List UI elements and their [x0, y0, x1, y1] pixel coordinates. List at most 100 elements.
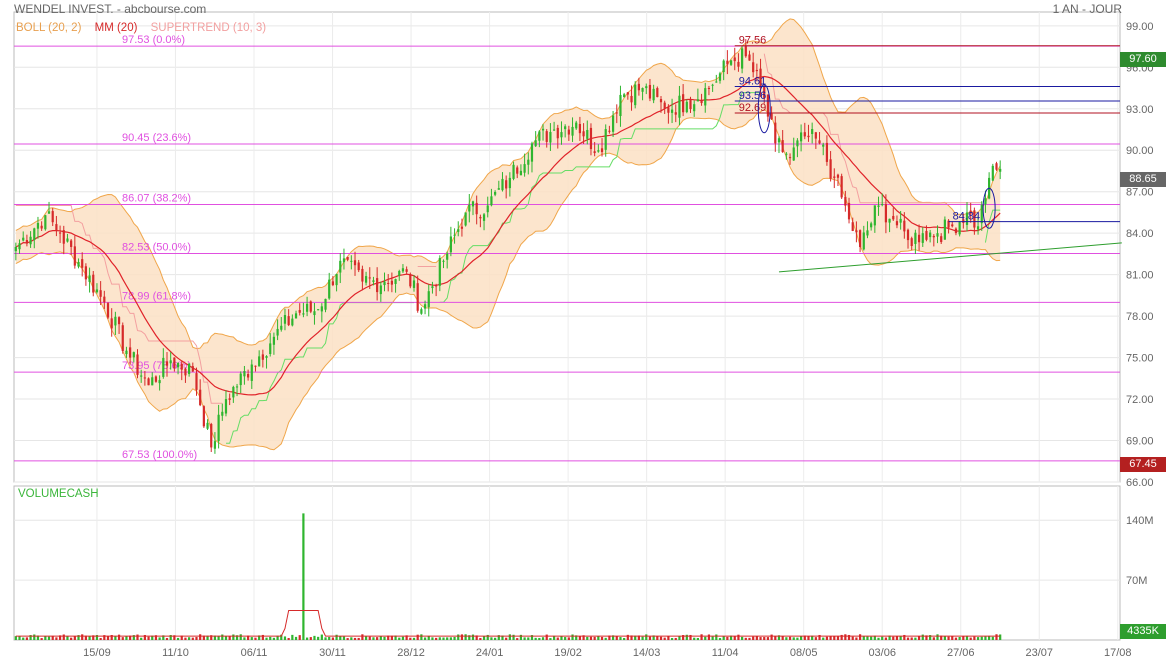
volume-bar [523, 637, 526, 640]
candle-body [423, 304, 427, 309]
volume-bar [549, 638, 552, 640]
candle-body [667, 107, 670, 113]
volume-bar [151, 635, 154, 640]
candle-body [678, 95, 681, 118]
candle-body [47, 211, 51, 214]
volume-bar [457, 634, 460, 640]
candle-body [788, 157, 792, 159]
candle-body [884, 204, 888, 223]
volume-bar [442, 637, 445, 640]
x-tick-label: 24/01 [476, 647, 504, 659]
candle-body [188, 363, 191, 374]
price-tick-label: 87.00 [1126, 187, 1154, 199]
volume-bar [755, 636, 758, 640]
candle-body [154, 376, 158, 382]
volume-bar [899, 635, 902, 640]
volume-bar [471, 634, 475, 640]
candle-body [232, 386, 235, 398]
candle-body [711, 84, 714, 86]
volume-bar [70, 637, 73, 640]
candle-body [398, 270, 401, 276]
x-tick-label: 30/11 [319, 647, 346, 659]
candle-body [552, 129, 556, 131]
volume-bar [287, 637, 290, 640]
volume-bar [932, 637, 935, 640]
volume-bar [47, 636, 51, 640]
volume-bar [833, 636, 836, 640]
candle-body [383, 281, 386, 286]
volume-bar [188, 637, 191, 640]
x-tick-label: 11/04 [712, 647, 739, 659]
candle-body [541, 128, 545, 131]
volume-bar [390, 635, 393, 640]
price-tag-last: 88.65 [1120, 172, 1166, 187]
candle-body [265, 356, 268, 358]
x-tick-label: 08/05 [790, 647, 818, 659]
candle-body [435, 285, 438, 287]
volume-bar [44, 636, 47, 640]
volume-bar [449, 637, 452, 640]
candle-body [66, 238, 69, 242]
candle-body [733, 57, 736, 62]
price-tick-label: 72.00 [1126, 394, 1154, 406]
candle-body [505, 180, 508, 189]
candle-body [630, 95, 633, 103]
volume-bar [494, 637, 497, 640]
volume-bar [398, 637, 401, 640]
candle-body [110, 318, 113, 329]
candle-body [210, 423, 213, 448]
candle-body [442, 260, 445, 262]
volume-bar [858, 634, 862, 640]
candle-body [575, 122, 578, 129]
legend-bollinger[interactable]: BOLL (20, 2) [16, 22, 82, 34]
supertrend-line-down [15, 205, 223, 404]
volume-bar [320, 634, 323, 640]
candle-body [645, 86, 648, 89]
candle-body [147, 378, 150, 386]
volume-bar [280, 634, 283, 640]
volume-bar [132, 635, 135, 640]
supertrend-line-up [984, 209, 1001, 243]
candle-body [213, 441, 217, 449]
legend-supertrend[interactable]: SUPERTREND (10, 3) [150, 22, 267, 34]
legend-moving-average[interactable]: MM (20) [94, 22, 138, 34]
candle-body [564, 126, 567, 130]
candle-body [840, 176, 843, 198]
candle-body [280, 325, 283, 330]
volume-bar [564, 637, 567, 640]
fibonacci-level-label: 86.07 (38.2%) [122, 193, 191, 205]
candle-body [777, 138, 781, 143]
period-selector[interactable]: 1 AN - JOUR [1052, 2, 1122, 16]
volume-bar [847, 634, 851, 640]
candle-body [567, 129, 570, 135]
volume-bar [851, 636, 854, 640]
price-tick-label: 90.00 [1126, 145, 1154, 157]
candle-body [449, 236, 452, 253]
volume-bar [670, 638, 674, 640]
volume-bar [305, 637, 309, 640]
candle-body [427, 291, 430, 308]
volume-bar [667, 636, 670, 640]
volume-bar [62, 634, 65, 640]
candle-body [781, 140, 784, 153]
volume-bar [184, 637, 187, 640]
volume-bar [825, 636, 829, 640]
candle-body [792, 147, 795, 161]
volume-bar [929, 635, 932, 640]
candle-body [70, 240, 73, 247]
candle-body [530, 143, 534, 162]
candle-body [527, 159, 530, 165]
candle-body [202, 406, 205, 427]
candle-body [929, 232, 932, 238]
volume-bar [925, 635, 928, 640]
candle-body [870, 223, 873, 228]
candle-body [637, 83, 640, 91]
bollinger-upper-line [15, 18, 1001, 350]
volume-bar [147, 636, 150, 640]
candle-body [29, 236, 32, 245]
volume-bar [81, 634, 84, 640]
price-tag-low: 67.45 [1120, 457, 1166, 472]
candle-body [357, 262, 360, 271]
candle-body [36, 223, 40, 229]
volume-bar [125, 636, 128, 640]
